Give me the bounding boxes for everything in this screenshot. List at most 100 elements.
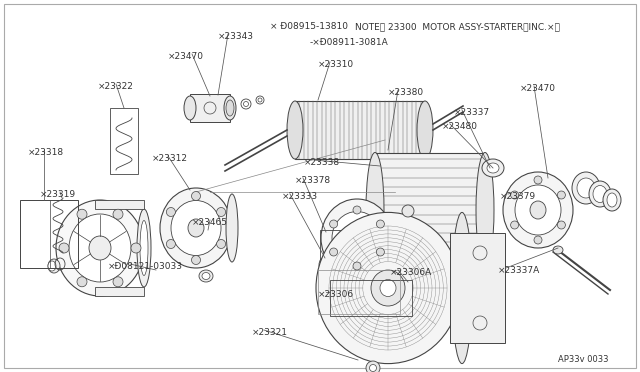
Text: ×23306: ×23306 (318, 290, 354, 299)
Circle shape (113, 277, 123, 287)
Ellipse shape (366, 361, 380, 372)
Bar (110, 108, 138, 174)
Text: NOTE； 23300  MOTOR ASSY-STARTER（INC.×）: NOTE； 23300 MOTOR ASSY-STARTER（INC.×） (355, 22, 560, 31)
Ellipse shape (577, 178, 595, 198)
Ellipse shape (482, 159, 504, 177)
Circle shape (131, 243, 141, 253)
Text: ×23480: ×23480 (442, 122, 478, 131)
Ellipse shape (199, 270, 213, 282)
Circle shape (534, 236, 542, 244)
Ellipse shape (332, 212, 382, 264)
Circle shape (166, 240, 175, 248)
Ellipse shape (171, 201, 221, 256)
Ellipse shape (572, 172, 600, 204)
Text: ×23322: ×23322 (98, 82, 134, 91)
Circle shape (353, 206, 361, 214)
Circle shape (376, 248, 385, 256)
Ellipse shape (589, 181, 611, 207)
Ellipse shape (48, 259, 60, 273)
Bar (330, 280, 412, 316)
Ellipse shape (316, 212, 460, 363)
Ellipse shape (184, 96, 196, 120)
Text: ×23337: ×23337 (454, 108, 490, 117)
Text: ×23321: ×23321 (252, 328, 288, 337)
Circle shape (113, 209, 123, 219)
Text: ×Ð08121-03033: ×Ð08121-03033 (108, 262, 183, 271)
Circle shape (557, 191, 565, 199)
Ellipse shape (553, 246, 563, 254)
Ellipse shape (366, 153, 384, 267)
Bar (375, 153, 485, 268)
Text: ×23310: ×23310 (318, 60, 354, 69)
Circle shape (534, 176, 542, 184)
Bar (190, 94, 230, 122)
Text: -×Ð08911-3081A: -×Ð08911-3081A (310, 38, 388, 47)
Ellipse shape (607, 193, 617, 207)
Text: ×23470: ×23470 (168, 52, 204, 61)
Ellipse shape (593, 186, 607, 202)
Bar (295, 101, 425, 159)
Text: ×23337A: ×23337A (498, 266, 540, 275)
Polygon shape (95, 287, 144, 296)
Text: ×23318: ×23318 (28, 148, 64, 157)
Circle shape (511, 221, 518, 229)
Circle shape (166, 208, 175, 217)
Ellipse shape (226, 194, 238, 262)
Ellipse shape (380, 279, 396, 296)
Circle shape (511, 191, 518, 199)
Circle shape (216, 208, 226, 217)
Ellipse shape (515, 185, 561, 235)
Circle shape (191, 256, 200, 264)
Circle shape (557, 221, 565, 229)
Circle shape (216, 240, 226, 248)
Bar (318, 270, 400, 314)
Circle shape (77, 277, 87, 287)
Ellipse shape (89, 236, 111, 260)
Circle shape (376, 220, 385, 228)
Bar (20, 200, 78, 268)
Ellipse shape (137, 209, 151, 287)
Text: ×23333: ×23333 (282, 192, 318, 201)
Ellipse shape (452, 212, 472, 363)
Text: × Ð08915-13810: × Ð08915-13810 (270, 22, 348, 31)
Ellipse shape (371, 270, 405, 306)
Ellipse shape (226, 100, 234, 116)
Ellipse shape (48, 261, 56, 271)
Text: ×23319: ×23319 (40, 190, 76, 199)
Ellipse shape (224, 96, 236, 120)
Circle shape (59, 243, 69, 253)
Circle shape (353, 262, 361, 270)
Bar (320, 230, 350, 266)
Text: ×23378: ×23378 (295, 176, 331, 185)
Ellipse shape (160, 188, 232, 268)
Circle shape (330, 220, 338, 228)
Ellipse shape (369, 365, 376, 372)
Ellipse shape (287, 101, 303, 159)
Text: ×23306A: ×23306A (390, 268, 432, 277)
Ellipse shape (188, 219, 204, 237)
Ellipse shape (476, 153, 494, 267)
Ellipse shape (348, 228, 366, 247)
Text: ×23312: ×23312 (152, 154, 188, 163)
Ellipse shape (69, 214, 131, 282)
Ellipse shape (402, 205, 414, 217)
Ellipse shape (56, 200, 144, 296)
Ellipse shape (140, 221, 148, 276)
Ellipse shape (530, 201, 546, 219)
Text: ×23343: ×23343 (218, 32, 254, 41)
Ellipse shape (202, 273, 210, 279)
Ellipse shape (503, 172, 573, 248)
Text: ×23465: ×23465 (192, 218, 228, 227)
Text: ×23380: ×23380 (388, 88, 424, 97)
Text: ×23379: ×23379 (500, 192, 536, 201)
Polygon shape (95, 200, 144, 209)
Ellipse shape (603, 189, 621, 211)
Text: ×23338: ×23338 (304, 158, 340, 167)
Text: AP33v 0033: AP33v 0033 (558, 355, 609, 364)
Ellipse shape (321, 199, 393, 277)
Circle shape (77, 209, 87, 219)
Circle shape (330, 248, 338, 256)
Polygon shape (450, 233, 505, 343)
Ellipse shape (487, 163, 499, 173)
Circle shape (191, 192, 200, 201)
